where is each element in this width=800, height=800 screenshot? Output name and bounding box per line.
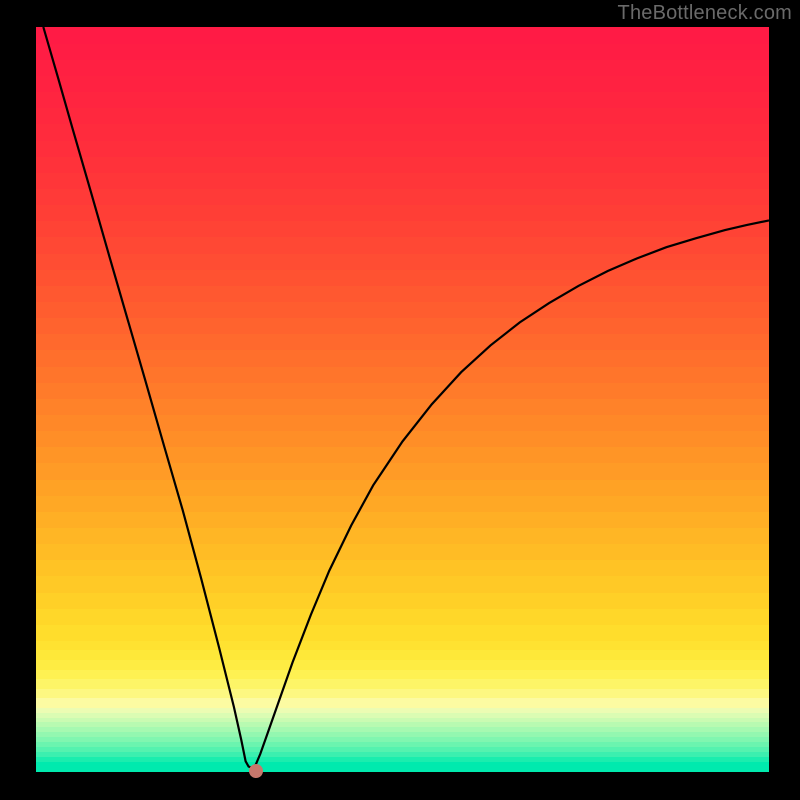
plot-area: [36, 27, 769, 771]
curve-path: [43, 27, 769, 768]
minimum-marker: [249, 764, 263, 778]
bottleneck-curve: [36, 27, 769, 771]
watermark-text: TheBottleneck.com: [618, 2, 792, 25]
